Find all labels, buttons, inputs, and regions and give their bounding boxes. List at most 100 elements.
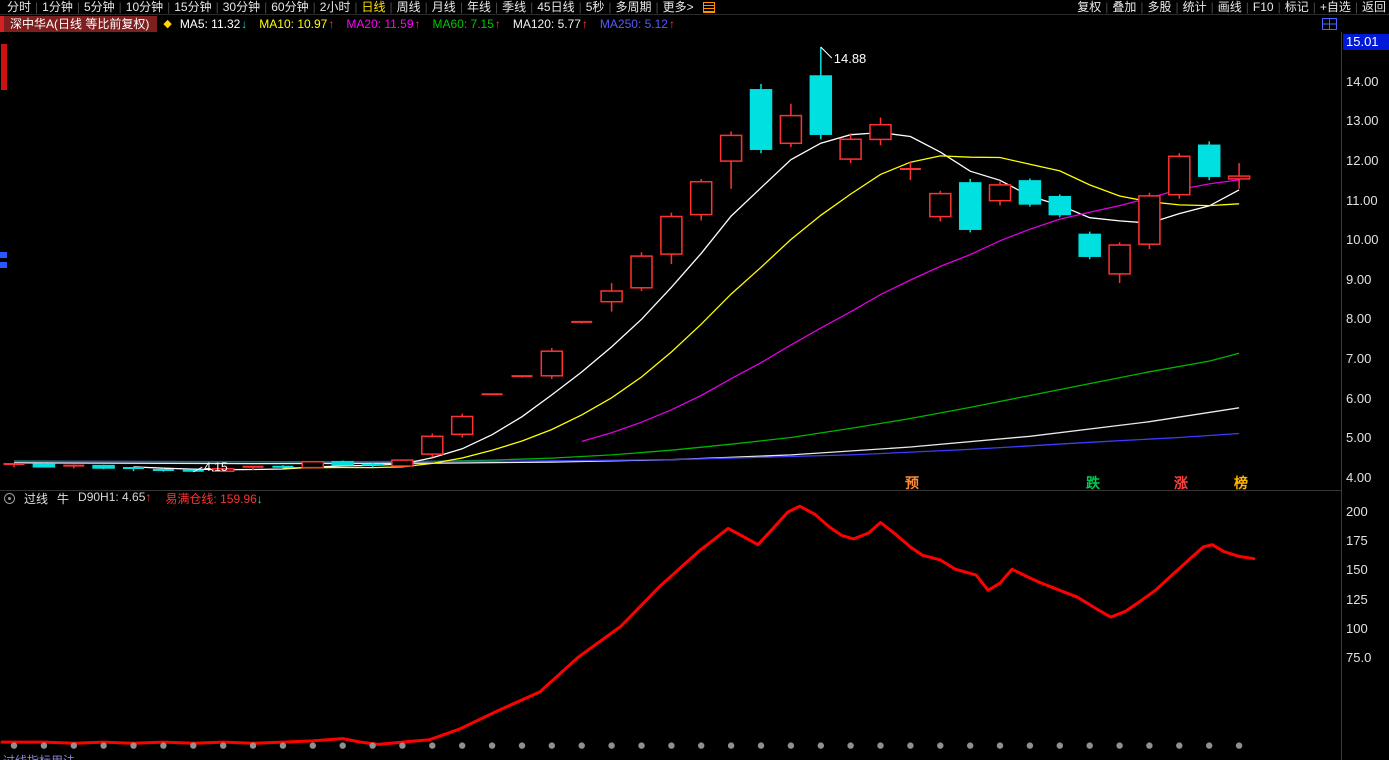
period-dot [638, 742, 645, 749]
period-dot [1235, 742, 1243, 749]
period-tab-13[interactable]: 45日线 [537, 0, 575, 14]
period-dot [1116, 742, 1123, 749]
price-axis-label: 12.00 [1346, 153, 1379, 169]
period-dot [608, 742, 615, 749]
separator: | [389, 0, 393, 14]
indicator-axis-label: 125 [1346, 591, 1368, 607]
period-tab-4[interactable]: 15分钟 [174, 0, 212, 14]
separator: | [1175, 0, 1179, 14]
action-button-2[interactable]: 多股 [1147, 0, 1172, 14]
price-axis-label: 13.00 [1346, 113, 1379, 129]
separator: | [1140, 0, 1144, 14]
hot-link-1[interactable]: 跌 [1086, 475, 1100, 491]
indicator-header: 过线 牛 D90H1: 4.65↑ 易满仓线: 159.96↓ [0, 489, 1341, 506]
period-tab-9[interactable]: 周线 [396, 0, 421, 14]
indicator-collapse-icon[interactable] [4, 492, 15, 504]
stock-title: 深中华A(日线 等比前复权) [0, 16, 158, 32]
period-tab-7[interactable]: 2小时 [319, 0, 351, 14]
indicator-chart-svg [0, 504, 1256, 749]
action-button-3[interactable]: 统计 [1182, 0, 1207, 14]
indicator-value-d90h1: D90H1: 4.65↑ [78, 489, 152, 504]
main-candlestick-chart[interactable]: 14.88 4.15 [0, 32, 1341, 478]
separator: | [76, 0, 80, 14]
period-dot [698, 742, 705, 749]
hot-link-2[interactable]: 涨 [1174, 475, 1188, 491]
period-tab-8[interactable]: 日线 [361, 0, 386, 14]
action-button-8[interactable]: 返回 [1361, 0, 1386, 14]
period-tab-16[interactable]: 更多> [662, 0, 694, 14]
period-dot [40, 742, 48, 749]
period-tab-3[interactable]: 10分钟 [125, 0, 164, 14]
ma-legend: MA5: 11.32↓ MA10: 10.97↑ MA20: 11.59↑ MA60:… [180, 16, 675, 32]
period-dot [309, 742, 316, 749]
period-tab-12[interactable]: 季线 [502, 0, 527, 14]
period-dot [190, 742, 197, 749]
layout-grid-icon[interactable] [1322, 18, 1337, 30]
hot-link-3[interactable]: 榜 [1234, 475, 1248, 491]
separator: | [215, 0, 219, 14]
period-dot [459, 742, 466, 749]
indicator-axis-label: 150 [1346, 562, 1368, 578]
separator: | [530, 0, 534, 14]
hot-link-0[interactable]: 预 [905, 475, 919, 491]
period-tab-6[interactable]: 60分钟 [271, 0, 309, 14]
action-button-4[interactable]: 画线 [1217, 0, 1242, 14]
ma-label-ma20: MA20: 11.59↑ [346, 17, 421, 31]
period-tab-11[interactable]: 年线 [466, 0, 491, 14]
action-button-5[interactable]: F10 [1252, 0, 1274, 14]
ma-line-ma20 [581, 179, 1240, 443]
ma-label-ma10: MA10: 10.97↑ [259, 17, 335, 31]
action-button-6[interactable]: 标记 [1284, 0, 1309, 14]
separator: | [1245, 0, 1249, 14]
price-axis-label: 7.00 [1346, 351, 1372, 367]
indicator-axis-label: 200 [1346, 504, 1368, 519]
indicator-chart[interactable] [0, 500, 1341, 760]
period-dot [339, 742, 346, 749]
ma-line-MA250 [13, 432, 1240, 463]
ma-lines [13, 131, 1240, 471]
period-tab-0[interactable]: 分时 [7, 0, 32, 14]
period-dot [429, 742, 436, 749]
title-bar: 深中华A(日线 等比前复权) ◆ MA5: 11.32↓ MA10: 10.97↑… [0, 16, 1389, 32]
separator: | [578, 0, 582, 14]
price-axis-label: 11.00 [1346, 192, 1378, 208]
action-button-0[interactable]: 复权 [1077, 0, 1102, 14]
low-annotation: 4.15 [204, 460, 228, 474]
period-dot [160, 742, 167, 749]
period-dot [488, 742, 496, 749]
price-axis-label: 10.00 [1346, 232, 1379, 248]
period-tab-14[interactable]: 5秒 [585, 0, 605, 14]
indicator-value-易满仓线: 易满仓线: 159.96↓ [165, 491, 263, 506]
period-dot [220, 742, 227, 749]
dots-row [10, 742, 1243, 749]
period-tab-2[interactable]: 5分钟 [83, 0, 115, 14]
period-dot [757, 742, 765, 749]
period-dot [518, 742, 526, 749]
period-dot [548, 742, 555, 749]
up-arrow-icon: ↑ [145, 489, 152, 504]
ma-line-MA120 [13, 407, 1240, 465]
action-button-1[interactable]: 叠加 [1112, 0, 1137, 14]
period-tabs: 分时 | 1分钟 | 5分钟 | 10分钟 | 15分钟 | 30分钟 | 60分钟 | 2小时 | 日线 | 周线… [0, 0, 715, 15]
separator: | [608, 0, 612, 14]
left-edge-marker-red [1, 44, 7, 90]
period-dot [578, 742, 585, 749]
price-axis-label: 5.00 [1346, 430, 1372, 446]
indicator-axis-label: 175 [1346, 533, 1368, 549]
separator: | [354, 0, 358, 14]
period-tab-15[interactable]: 多周期 [615, 0, 652, 14]
period-dot [1176, 742, 1183, 749]
bottom-partial-text: 过线指标用法 [3, 752, 75, 760]
action-button-7[interactable]: +自选 [1319, 0, 1351, 14]
period-dot [1206, 742, 1213, 749]
separator: | [35, 0, 39, 14]
period-tab-5[interactable]: 30分钟 [222, 0, 261, 14]
down-arrow-icon: ↓ [256, 491, 263, 506]
period-dot [967, 742, 974, 749]
period-tab-10[interactable]: 月线 [431, 0, 456, 14]
multi-period-icon[interactable] [702, 1, 715, 13]
period-dot [279, 742, 287, 749]
period-tab-1[interactable]: 1分钟 [42, 0, 73, 14]
period-dot [787, 742, 795, 749]
